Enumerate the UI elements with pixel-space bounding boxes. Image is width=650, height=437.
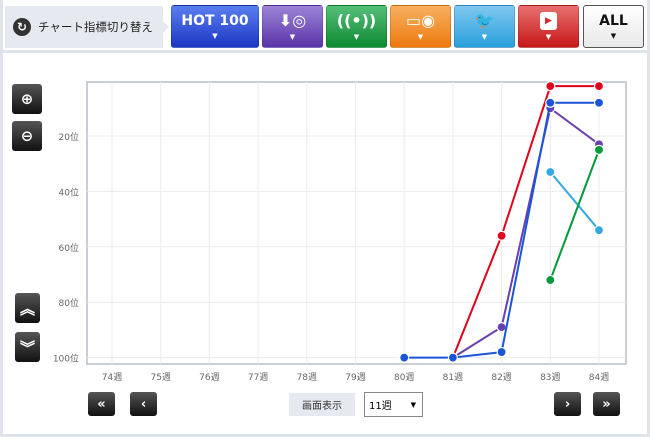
scroll-up-button[interactable]: ︽ — [15, 293, 40, 323]
chart-switch-bar: ↻ チャート指標切り替え HOT 100 ▼ ⬇◎ ▼ ((•)) ▼ ▭◉ ▼ 🐦 ▼ … — [0, 0, 650, 53]
all-label: ALL — [599, 13, 628, 29]
x-tick-label: 74週 — [102, 372, 122, 383]
weeks-select[interactable]: 11週 ▼ — [364, 392, 423, 417]
dropdown-arrow-icon: ▼ — [610, 32, 617, 40]
chart-switch-label: ↻ チャート指標切り替え — [5, 6, 169, 48]
y-tick-label: 60位 — [59, 242, 79, 254]
series-line — [549, 171, 600, 231]
last-page-button[interactable]: » — [593, 392, 620, 416]
chevron-down-icon: ▼ — [410, 400, 416, 409]
weeks-selected: 11週 — [369, 401, 392, 412]
x-tick-label: 84週 — [589, 372, 609, 383]
series-3 — [545, 166, 605, 236]
dropdown-arrow-icon: ▼ — [289, 33, 296, 41]
y-tick-label: 100位 — [53, 353, 79, 365]
data-point — [545, 166, 556, 178]
data-point — [593, 225, 605, 236]
series-4 — [545, 144, 605, 286]
next-page-button[interactable]: › — [554, 392, 581, 416]
data-point — [545, 97, 556, 108]
zoom-out-button[interactable]: ⊖ — [12, 121, 42, 151]
zoom-in-button[interactable]: ⊕ — [12, 84, 42, 114]
zoom-in-icon: ⊕ — [20, 90, 34, 108]
pc-cd-icon: ▭◉ — [405, 11, 436, 30]
data-point — [593, 97, 605, 108]
y-tick-label: 80位 — [59, 297, 79, 309]
dropdown-arrow-icon: ▼ — [545, 33, 552, 41]
x-tick-label: 79週 — [345, 372, 365, 383]
series-2 — [399, 97, 605, 363]
dropdown-arrow-icon: ▼ — [212, 32, 218, 40]
radio-antenna-icon: ((•)) — [336, 11, 377, 30]
download-cd-icon: ⬇◎ — [278, 11, 307, 30]
y-tick-label: 40位 — [59, 186, 79, 198]
series-line — [549, 149, 600, 281]
dropdown-arrow-icon: ▼ — [481, 33, 488, 41]
refresh-icon: ↻ — [13, 18, 31, 36]
prev-page-button[interactable]: ‹ — [130, 392, 157, 416]
dropdown-arrow-icon: ▼ — [417, 33, 424, 41]
scroll-down-button[interactable]: ︾ — [15, 332, 40, 362]
data-point — [496, 346, 507, 358]
y-tick-label: 20位 — [59, 131, 79, 143]
download-button[interactable]: ⬇◎ ▼ — [262, 5, 323, 48]
data-point — [545, 274, 556, 286]
x-tick-label: 76週 — [199, 372, 219, 383]
first-page-button[interactable]: « — [88, 392, 115, 416]
series-line — [451, 85, 599, 358]
sales-button[interactable]: ▭◉ ▼ — [390, 5, 451, 48]
zoom-out-icon: ⊖ — [20, 127, 34, 145]
radio-button[interactable]: ((•)) ▼ — [326, 5, 387, 48]
x-tick-label: 80週 — [394, 372, 414, 383]
all-button[interactable]: ALL ▼ — [583, 5, 644, 48]
data-point — [593, 81, 605, 92]
dropdown-arrow-icon: ▼ — [353, 33, 360, 41]
x-tick-label: 83週 — [540, 372, 560, 383]
data-point — [545, 81, 556, 92]
double-chevron-down-icon: ︾ — [19, 338, 35, 357]
x-tick-label: 81週 — [443, 372, 463, 383]
chevron-right-icon: › — [564, 396, 571, 412]
display-label: 画面表示 — [289, 393, 355, 416]
double-chevron-left-icon: « — [97, 396, 106, 412]
hot100-label: HOT 100 — [181, 13, 249, 29]
double-chevron-right-icon: » — [602, 396, 611, 412]
x-tick-label: 77週 — [248, 372, 268, 383]
double-chevron-up-icon: ︽ — [19, 299, 35, 318]
data-point — [447, 352, 458, 363]
x-tick-label: 75週 — [150, 372, 170, 383]
data-point — [399, 352, 410, 363]
twitter-button[interactable]: 🐦 ▼ — [454, 5, 515, 48]
switch-label-text: チャート指標切り替え — [38, 20, 153, 34]
hot100-button[interactable]: HOT 100 ▼ — [171, 5, 259, 48]
data-point — [496, 322, 507, 333]
x-tick-label: 78週 — [297, 372, 317, 383]
data-point — [593, 144, 605, 155]
chevron-left-icon: ‹ — [140, 396, 147, 412]
youtube-icon: ▶ — [540, 12, 557, 30]
twitter-icon: 🐦 — [474, 11, 495, 30]
x-tick-label: 82週 — [491, 372, 511, 383]
youtube-button[interactable]: ▶ ▼ — [518, 5, 579, 48]
series-line — [452, 106, 600, 359]
data-point — [496, 230, 507, 241]
